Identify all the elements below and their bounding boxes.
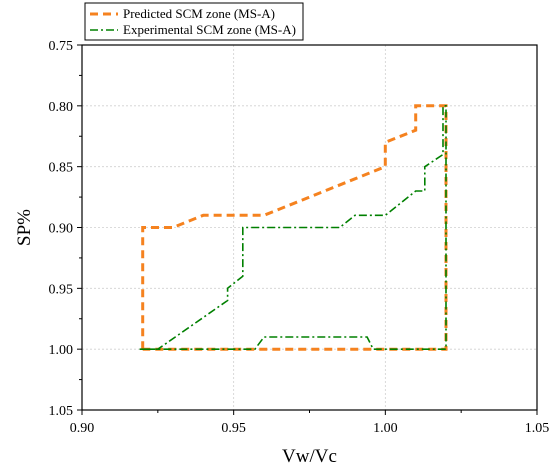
x-tick-label: 0.90 (70, 421, 95, 436)
x-axis-title: Vw/Vc (282, 446, 337, 467)
x-tick-label: 1.05 (525, 421, 550, 436)
grid (81, 44, 538, 411)
legend-label-2: Experimental SCM zone (MS-A) (123, 22, 296, 37)
legend-box (84, 2, 304, 41)
legend-label-1: Predicted SCM zone (MS-A) (123, 6, 275, 21)
y-axis-title: SP% (14, 209, 35, 246)
x-tick-label: 0.95 (221, 421, 246, 436)
x-tick-label: 1.00 (373, 421, 398, 436)
y-tick-label: 0.90 (49, 222, 74, 237)
legend: Predicted SCM zone (MS-A)Experimental SC… (84, 2, 304, 41)
y-tick-label: 0.95 (49, 282, 74, 297)
y-tick-label: 0.85 (49, 161, 74, 176)
y-tick-label: 1.05 (49, 404, 74, 419)
y-tick-label: 1.00 (49, 343, 74, 358)
series-line-1 (141, 104, 448, 351)
y-tick-label: 0.75 (49, 39, 74, 54)
series-line-2 (139, 105, 447, 351)
y-tick-label: 0.80 (49, 100, 74, 115)
series-lines (139, 104, 448, 351)
axis-ticks: 0.90 0.95 1.00 1.05 0.75 0.80 0.85 0.90 0.95 1.00… (49, 39, 550, 436)
